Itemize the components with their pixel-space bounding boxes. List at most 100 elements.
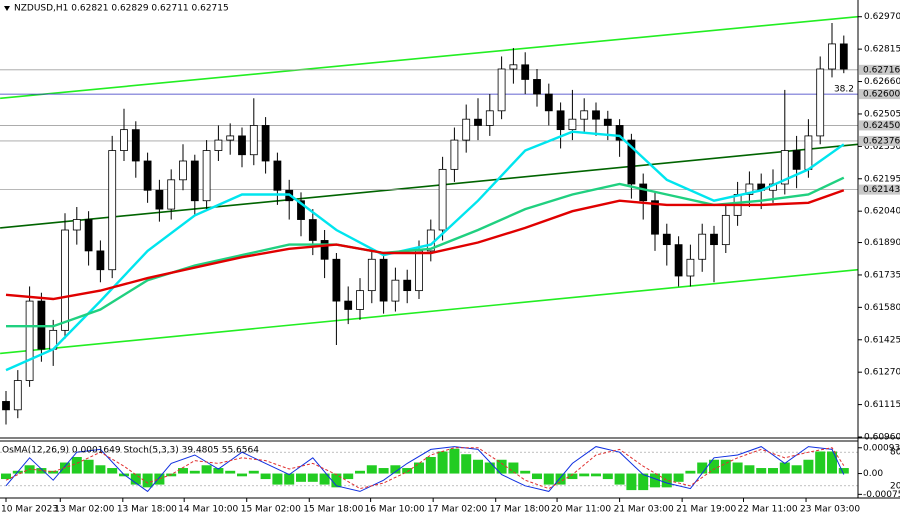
candle-body	[367, 258, 376, 292]
y-tick-label: 0.62970	[864, 12, 900, 22]
y-tick-label: 0.62660	[864, 77, 900, 87]
candle-body	[828, 43, 836, 70]
candle-body	[521, 64, 530, 80]
candle-body	[462, 118, 471, 141]
stoch-level-label: 80	[890, 448, 900, 458]
osma-bar	[579, 473, 590, 477]
y-tick-label: 0.61270	[864, 368, 900, 378]
y-tick-label: 0.61735	[864, 270, 900, 280]
level-label-box	[859, 184, 900, 195]
stoch-level-label: 20	[890, 481, 900, 491]
y2-tick-label: 0.0009347	[863, 443, 900, 453]
osma-bar	[720, 459, 731, 474]
candle-body	[61, 229, 69, 331]
osma-bar	[237, 473, 247, 477]
x-tick-label: 15 Mar 02:00	[241, 505, 301, 515]
level-label-box	[859, 64, 900, 75]
osma-bar	[543, 473, 554, 485]
level-label: 0.62376	[863, 136, 900, 146]
osma-bar	[756, 468, 767, 474]
osma-bar	[638, 473, 649, 491]
plot	[0, 15, 859, 493]
osma-bar	[779, 462, 790, 474]
level-label: 0.62450	[863, 121, 900, 131]
moving-average	[5, 189, 845, 301]
candle-body	[698, 233, 707, 260]
chart-title: NZDUSD,H1 0.62821 0.62829 0.62711 0.6271…	[14, 4, 229, 14]
candle-body	[556, 110, 565, 131]
candle-body	[639, 183, 648, 202]
osma-bar	[71, 457, 82, 474]
candle-body	[533, 79, 541, 95]
x-tick-label: 14 Mar 10:00	[178, 505, 238, 515]
y-tick-label: 0.61425	[864, 335, 900, 345]
x-tick-label: 20 Mar 11:00	[551, 505, 611, 515]
candle-body	[674, 244, 683, 277]
trend-line	[0, 143, 859, 229]
trend-line	[0, 15, 859, 100]
candle-body	[474, 118, 482, 126]
osma-bar	[508, 462, 519, 474]
osma-bar	[201, 465, 212, 474]
osma-bar	[661, 473, 672, 488]
candle-body	[568, 118, 577, 131]
osma-bar	[827, 451, 837, 474]
candle-body	[84, 219, 93, 252]
candle-body	[497, 68, 506, 112]
osma-bar	[791, 465, 802, 474]
y2-tick-label: 0.00	[863, 469, 883, 479]
candle-body	[226, 135, 235, 141]
x-tick-label: 13 Mar 18:00	[117, 505, 177, 515]
osma-bar	[366, 465, 377, 474]
osma-bar	[248, 470, 259, 474]
candle-body	[627, 139, 636, 185]
candle-body	[415, 250, 423, 292]
osma-bar	[815, 451, 826, 474]
stoch-main	[5, 446, 845, 493]
osma-bar	[555, 473, 566, 485]
osma-bar	[178, 468, 188, 474]
candle-body	[403, 279, 412, 292]
candle-body	[580, 110, 589, 120]
x-tick-label: 23 Mar 03:00	[800, 505, 860, 515]
candle-body	[686, 258, 695, 277]
candle-body	[214, 139, 223, 151]
candle-body	[745, 183, 754, 195]
osma-bar	[331, 473, 342, 488]
candle-body	[592, 110, 600, 120]
x-tick-label: 21 Mar 03:00	[614, 505, 674, 515]
candle-body	[273, 160, 282, 191]
osma-bar	[709, 459, 719, 474]
candle-body	[155, 189, 164, 210]
osma-bar	[130, 473, 141, 485]
candle-body	[816, 68, 825, 137]
osma-bar	[673, 473, 684, 482]
indicator-title: OsMA(12,26,9) 0.0001649 Stoch(5,3,3) 39.…	[2, 446, 259, 456]
candle-body	[332, 258, 341, 302]
osma-bar	[319, 473, 330, 485]
osma-bar	[107, 468, 118, 474]
osma-bar	[284, 473, 295, 485]
osma-bar	[838, 468, 849, 474]
y-tick-label: 0.62040	[864, 207, 900, 217]
candle-body	[261, 125, 270, 162]
osma-bar	[803, 459, 814, 474]
level-label-box	[859, 135, 900, 146]
candle-body	[710, 233, 718, 246]
osma-bar	[189, 470, 200, 474]
stoch-signal	[5, 447, 845, 490]
y-tick-label: 0.61580	[864, 303, 900, 313]
level-label: 0.62716	[863, 65, 900, 75]
osma-bar	[378, 468, 389, 474]
osma-bar	[461, 454, 472, 474]
candle-body	[238, 135, 246, 156]
y-tick-label: 0.62195	[864, 174, 900, 184]
osma-bar	[768, 468, 778, 474]
candle-body	[662, 233, 671, 246]
osma-bar	[48, 470, 59, 474]
candle-body	[391, 279, 400, 302]
candle-body	[603, 118, 612, 126]
candle-body	[96, 250, 105, 271]
osma-bar	[473, 459, 483, 474]
